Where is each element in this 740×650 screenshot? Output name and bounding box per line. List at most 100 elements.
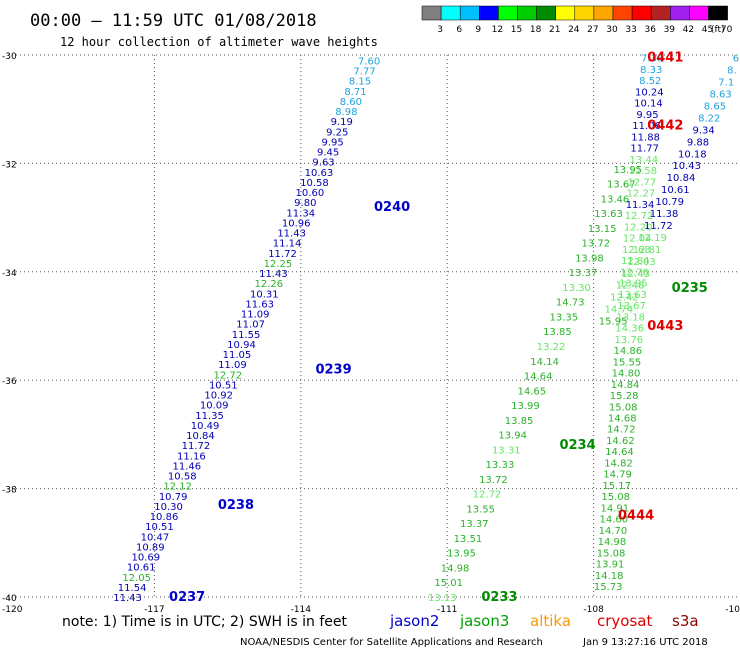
swh-value: 11.35 [195,411,224,422]
swh-value: 12.58 [628,166,657,177]
colorbar-swatch [440,5,461,21]
y-tick-label: -34 [2,269,17,279]
swh-value: 14.68 [608,414,637,425]
colorbar-label: 24 [568,25,580,35]
swh-value: 15.17 [602,481,631,492]
swh-value: 13.15 [588,224,617,235]
pass-time-label: 0238 [218,498,254,513]
swh-value: 14.80 [612,369,641,380]
swh-value: 10.58 [300,178,329,189]
swh-value: 12.76 [620,267,649,278]
colorbar-unit: (ft) [711,25,725,35]
swh-value: 13.72 [479,475,508,486]
swh-value: 12.19 [638,233,667,244]
swh-value: 14.98 [598,537,627,548]
swh-value: 13.46 [601,194,630,205]
swh-value: 11.72 [644,221,673,232]
swh-value: 14.60 [600,515,629,526]
pass-time-label: 0240 [374,200,410,215]
colorbar-swatch [498,5,518,21]
swh-value: 12.72 [625,211,654,222]
swh-value: 12.81 [633,245,662,256]
swh-value: 10.60 [296,188,325,199]
colorbar-swatch [536,5,556,21]
pass-time-label: 0442 [647,118,683,133]
swh-value: 13.85 [543,327,572,338]
swh-value: 10.24 [635,87,664,98]
swh-value: 14.64 [524,372,553,383]
swh-value: 8.63 [709,90,731,101]
pass-time-label: 0233 [481,590,517,605]
swh-value: 9.34 [692,125,714,136]
swh-value: 10.09 [200,401,229,412]
swh-value: 14.65 [518,386,547,397]
swh-value: 13.63 [594,209,623,220]
satellite-legend-jason2: jason2 [389,612,439,630]
swh-value: 15.95 [599,317,628,328]
colorbar-swatch [689,5,709,21]
swh-value: 12.43 [621,269,650,280]
colorbar-label: 30 [606,25,618,35]
swh-value: 11.09 [241,310,270,321]
swh-value: 11.72 [182,441,211,452]
swh-value: 11.07 [236,320,265,331]
satellite-legend-jason3: jason3 [459,612,509,630]
colorbar-swatch [612,5,633,21]
swh-value: 11.38 [650,209,679,220]
swh-value: 11.14 [273,239,302,250]
x-tick-label: -108 [583,605,604,615]
swh-value: 13.95 [619,279,648,290]
swh-value: 15.01 [434,578,463,589]
footer-note: note: 1) Time is in UTC; 2) SWH is in fe… [62,614,348,630]
axes: -30 -32 -34 -36 -38 -40-120 -117 -114 -111 -108 -1… [2,52,740,615]
colorbar-swatch [593,5,614,21]
credit-line: NOAA/NESDIS Center for Satellite Applica… [240,637,543,648]
swh-value: 11.43 [277,229,306,240]
swh-value: 10.31 [250,289,279,300]
swh-value: 9.80 [294,198,316,209]
swh-value: 14.14 [530,357,559,368]
swh-value: 15.08 [597,548,626,559]
y-tick-label: -38 [2,486,17,496]
swh-value: 7.77 [353,67,375,78]
swh-value: 15.73 [594,582,623,593]
swh-value: 12.25 [264,259,293,270]
swh-value: 13.37 [460,519,489,530]
pass-time-label: 0234 [559,438,595,453]
swh-value: 8.65 [704,102,726,113]
swh-value: 10.63 [305,168,334,179]
swh-value: 13.44 [629,155,658,166]
swh-value: 11.16 [177,451,206,462]
satellite-legend-altika: altika [530,612,571,630]
swh-value: 9.25 [326,127,348,138]
swh-value: 11.55 [232,330,261,341]
swh-value: 12.77 [628,177,657,188]
swh-value: 11.06 [632,121,661,132]
swh-value: 13.51 [454,534,483,545]
colorbar-label: 27 [587,25,598,35]
timestamp: Jan 9 13:27:16 UTC 2018 [582,637,708,648]
chart-subtitle: 12 hour collection of altimeter wave hei… [60,35,378,49]
swh-value: 7.36 [641,54,663,65]
swh-value: 14.86 [614,346,643,357]
swh-value: 10.79 [159,492,188,503]
colorbar-swatch [631,5,652,21]
swh-value: 14.91 [600,503,629,514]
pass-time-label: 0441 [647,51,683,66]
x-tick-label: -111 [437,605,457,615]
colorbar-label: 39 [664,25,676,35]
pass-time-label: 0239 [315,362,351,377]
colorbar-label: 70 [721,25,733,35]
swh-value: 13.13 [428,593,457,604]
swh-value: 13.35 [549,312,578,323]
swh-value: 6. [733,54,740,65]
swh-value: 13.18 [616,312,645,323]
swh-value: 14.74 [604,305,633,316]
colorbar-swatch [479,5,499,21]
swh-value: 13.33 [486,460,515,471]
pass-time-label: 0235 [672,281,708,296]
swh-value: 10.61 [661,185,690,196]
pass-time-label: 0444 [618,509,654,524]
swh-value: 13.22 [537,342,566,353]
